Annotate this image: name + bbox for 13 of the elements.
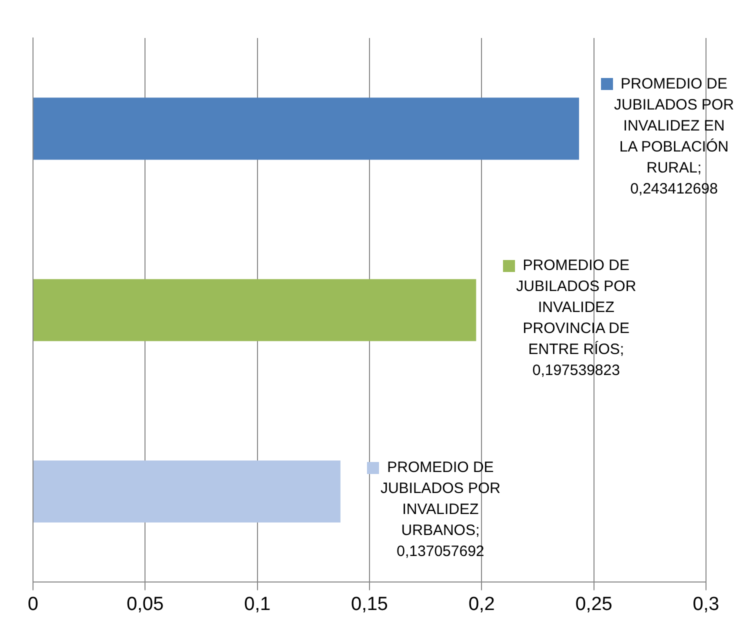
x-tick-label: 0,2 [468, 594, 495, 615]
data-label: PROMEDIO DE JUBILADOS POR INVALIDEZ EN LA POBLACIÓN RURAL; 0,243412698 [614, 75, 734, 198]
bar [34, 98, 580, 160]
x-tick-label: 0,3 [692, 594, 720, 615]
x-tick-label: 0,1 [244, 594, 271, 615]
x-tick-label: 0,05 [126, 594, 164, 615]
data-label: PROMEDIO DE JUBILADOS POR INVALIDEZ PROVINCIA DE ENTRE RÍOS; 0,197539823 [516, 256, 636, 379]
x-tick-label: 0,15 [351, 594, 388, 615]
data-label: PROMEDIO DE JUBILADOS POR INVALIDEZ URBANOS; 0,137057692 [380, 459, 501, 560]
bar [34, 460, 340, 523]
bar [34, 279, 476, 342]
x-tick-label: 0,25 [575, 594, 612, 615]
x-tick-label: 0 [28, 594, 38, 615]
